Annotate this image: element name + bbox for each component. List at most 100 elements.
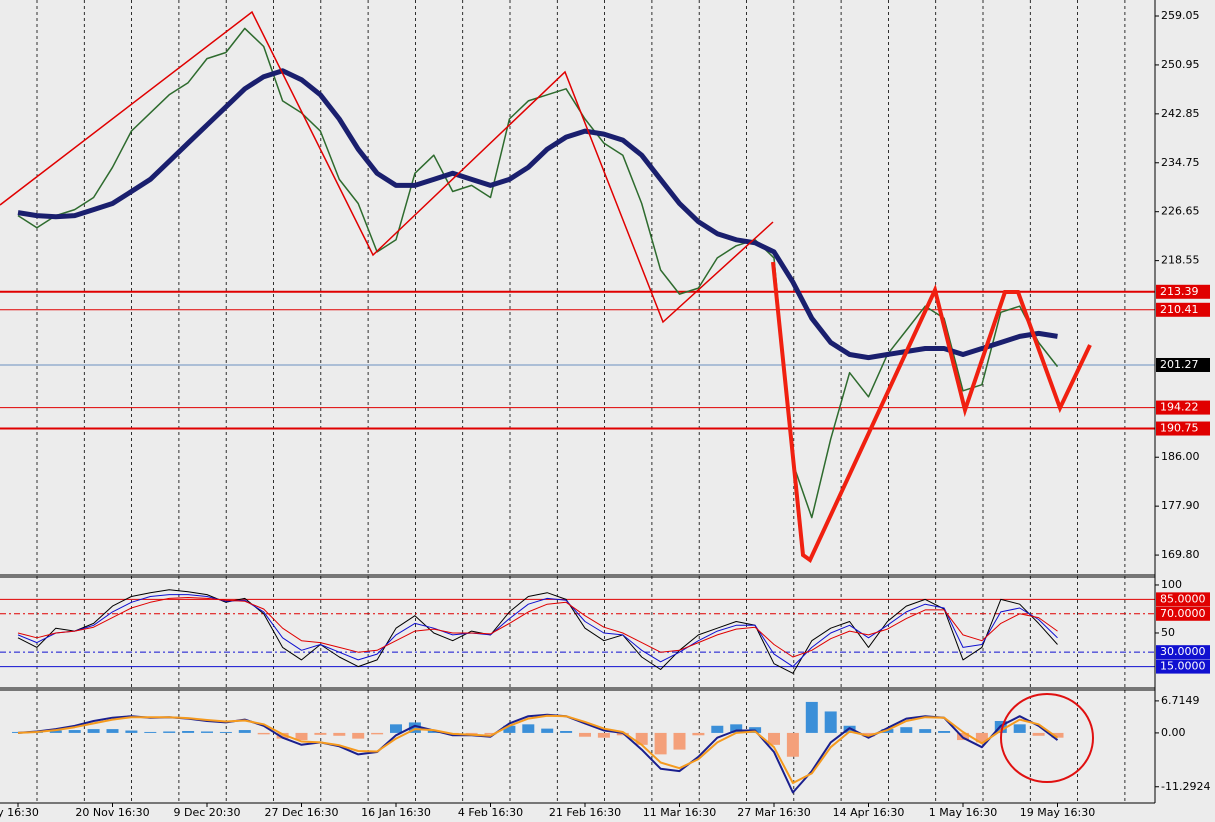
histogram-bar	[371, 732, 384, 735]
histogram-bar	[1032, 732, 1045, 736]
level-label: 190.75	[1160, 422, 1199, 435]
level-label: 30.0000	[1160, 645, 1206, 658]
y-tick-label: -11.2924	[1161, 780, 1210, 793]
level-label-box	[1156, 284, 1210, 299]
histogram-bar	[805, 701, 818, 733]
histogram-bar	[938, 731, 951, 733]
x-tick-label: 27 Mar 16:30	[737, 806, 810, 819]
series-line	[17, 68, 1058, 361]
y-tick-label: 234.75	[1161, 156, 1200, 169]
histogram-bar	[163, 731, 176, 733]
y-tick-label: 6.7149	[1161, 694, 1200, 707]
level-label: 201.27	[1160, 358, 1199, 371]
level-label-box	[1156, 645, 1210, 660]
histogram-bar	[219, 731, 232, 733]
histogram-bar	[182, 731, 195, 733]
histogram-bar	[49, 730, 62, 733]
y-tick-label: 169.80	[1161, 548, 1200, 561]
y-tick-label: 218.55	[1161, 254, 1200, 267]
x-tick-label: 4 Feb 16:30	[458, 806, 523, 819]
histogram-bar	[768, 732, 780, 745]
histogram-bar	[295, 732, 308, 741]
x-tick-label: 19 May 16:30	[1020, 806, 1095, 819]
series-line	[17, 27, 1059, 519]
x-tick-label: 11 Mar 16:30	[643, 806, 716, 819]
level-label: 70.0000	[1160, 607, 1206, 620]
histogram-bar	[522, 724, 535, 733]
histogram-bar	[238, 730, 251, 733]
histogram-bar	[919, 729, 932, 733]
level-label-box	[1156, 606, 1210, 621]
histogram-bar	[786, 732, 799, 757]
histogram-bar	[352, 732, 365, 739]
y-tick-label: 259.05	[1161, 9, 1200, 22]
x-tick-label: 9 Dec 20:30	[174, 806, 241, 819]
level-label-box	[1156, 592, 1210, 607]
x-tick-label: 20 Nov 16:30	[75, 806, 149, 819]
series-line	[17, 589, 1058, 674]
histogram-bar	[1013, 724, 1026, 733]
y-tick-label: 250.95	[1161, 58, 1200, 71]
level-label-box	[1156, 421, 1210, 436]
histogram-bar	[1051, 732, 1064, 738]
series-line	[17, 594, 1058, 668]
histogram-bar	[503, 725, 516, 733]
histogram-bar	[654, 732, 667, 755]
histogram-bar	[68, 730, 81, 733]
level-label: 194.22	[1160, 401, 1199, 414]
wave-arrows	[771, 261, 1092, 564]
histogram-bar	[125, 730, 138, 733]
histogram-bar	[87, 729, 100, 733]
histogram-bar	[106, 729, 119, 733]
x-tick-label: 14 Apr 16:30	[833, 806, 905, 819]
series-line	[17, 597, 1058, 658]
y-tick-label: 242.85	[1161, 107, 1200, 120]
trend-zigzag	[0, 10, 774, 324]
histogram-bar	[579, 732, 591, 737]
y-tick-label: 177.90	[1161, 499, 1200, 512]
plot	[0, 27, 1155, 794]
level-label-box	[1156, 302, 1210, 317]
level-label-box	[1156, 357, 1210, 372]
histogram-bar	[484, 732, 497, 735]
x-tick-label: 27 Dec 16:30	[265, 806, 339, 819]
histogram-bar	[692, 732, 705, 736]
histogram-bar	[314, 732, 327, 735]
x-tick-label: y 16:30	[0, 806, 39, 819]
x-tick-label: 16 Jan 16:30	[361, 806, 431, 819]
histogram-bar	[465, 732, 478, 734]
histogram-bar	[711, 725, 724, 733]
histogram-bar	[427, 730, 440, 733]
histogram-bar	[541, 728, 554, 733]
level-label: 210.41	[1160, 303, 1199, 316]
histogram-bar	[635, 732, 648, 745]
histogram-bar	[276, 732, 289, 739]
y-tick-label: 100	[1161, 578, 1182, 591]
level-label-box	[1156, 659, 1210, 674]
level-label: 15.0000	[1160, 660, 1206, 673]
x-tick-label: 1 May 16:30	[929, 806, 997, 819]
highlight-circle	[1000, 693, 1094, 783]
histogram-bar	[900, 727, 913, 733]
level-label-box	[1156, 400, 1210, 415]
series-line	[17, 713, 1059, 794]
level-label: 213.39	[1160, 285, 1199, 298]
histogram-bar	[730, 724, 743, 733]
histogram-bar	[673, 732, 686, 750]
histogram-bar	[975, 732, 988, 743]
level-label: 85.0000	[1160, 592, 1206, 605]
series-line	[17, 714, 1059, 784]
histogram-bar	[597, 732, 610, 738]
y-tick-label: 50	[1161, 626, 1175, 639]
histogram-bar	[390, 724, 402, 733]
axes: 259.05 250.95 242.85 234.75 226.65 218.55 186.…	[0, 9, 1210, 819]
histogram-bar	[408, 722, 421, 733]
histogram-bar	[333, 732, 346, 736]
histogram-bar	[257, 732, 270, 735]
y-tick-label: 226.65	[1161, 205, 1200, 218]
histogram-bar	[201, 731, 213, 733]
x-tick-label: 21 Feb 16:30	[549, 806, 621, 819]
histogram-bar	[144, 731, 157, 733]
y-tick-label: 186.00	[1161, 450, 1200, 463]
